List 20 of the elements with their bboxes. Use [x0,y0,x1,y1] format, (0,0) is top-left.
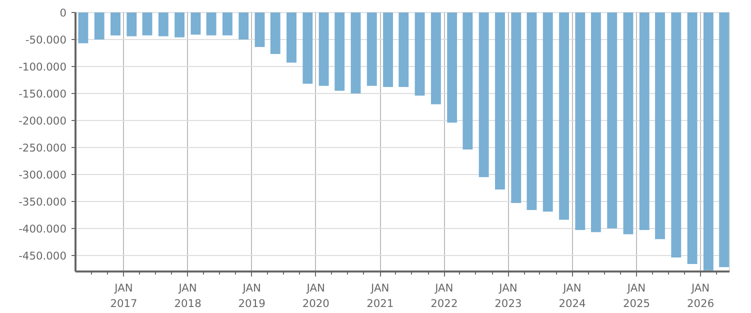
x-tick-label: JAN 2025 [622,282,650,310]
x-tick-label: JAN 2020 [302,282,330,310]
y-tick-label: -150.000 [18,87,67,100]
x-tick-label: JAN 2023 [494,282,522,310]
x-tick-label: JAN 2019 [238,282,266,310]
y-tick-label: -350.000 [18,195,67,208]
y-tick-label: -300.000 [18,168,67,182]
x-tick-label: JAN 2026 [686,282,714,310]
x-tick-label: JAN 2022 [430,282,458,310]
y-tick-label: -100.000 [18,60,67,74]
y-tick-label: -250.000 [18,141,67,154]
y-tick-label: -50.000 [25,33,67,46]
y-tick-label: 0 [60,6,67,20]
x-tick-label: JAN 2018 [174,282,202,310]
y-tick-label: -450.000 [18,249,67,262]
y-tick-label: -200.000 [18,114,67,128]
x-tick-label: JAN 2021 [366,282,394,310]
x-tick-label: JAN 2024 [558,282,586,310]
x-tick-label: JAN 2017 [110,282,138,310]
y-tick-label: -400.000 [18,222,67,236]
